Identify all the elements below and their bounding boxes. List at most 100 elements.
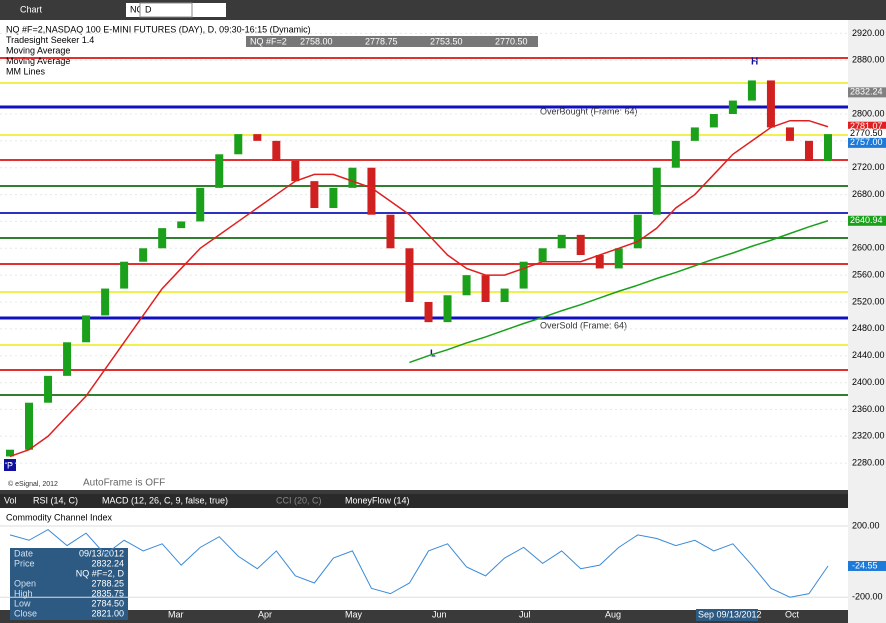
y-tick-label: 2880.00 [852, 55, 885, 65]
candle [82, 315, 91, 343]
cci-current: -24.55 [852, 560, 878, 570]
tab[interactable]: MoneyFlow (14) [345, 495, 410, 505]
candle [329, 187, 338, 208]
p-marker: P [7, 460, 13, 470]
legend-item: MM Lines [6, 66, 46, 76]
candle [25, 402, 34, 450]
candle [196, 187, 205, 222]
candle [443, 295, 452, 323]
candle [462, 275, 471, 296]
candle [234, 134, 243, 155]
high-marker: H [751, 57, 758, 68]
candle [652, 167, 661, 215]
dw-key: Close [14, 608, 37, 618]
dw-key: Low [14, 598, 31, 608]
month-label: Jul [519, 609, 531, 619]
price-label: 2781.07 [850, 121, 883, 131]
y-tick-label: 2480.00 [852, 323, 885, 333]
month-label: Mar [168, 609, 184, 619]
candle [519, 261, 528, 289]
candle [253, 134, 262, 141]
y-tick-label: 2360.00 [852, 404, 885, 414]
candle [63, 342, 72, 376]
candle [671, 140, 680, 168]
candle [576, 234, 585, 255]
tabs: Vol RSI (14, C) MACD (12, 26, C, 9, false,… [4, 495, 410, 505]
candle [291, 161, 300, 182]
candle [481, 275, 490, 302]
interval[interactable]: D [145, 4, 152, 14]
candle [614, 248, 623, 269]
dw-value: NQ #F=2, D [76, 568, 125, 578]
legend-item: Moving Average [6, 45, 70, 55]
price-label-bg [848, 121, 886, 132]
y-tick-label: 2320.00 [852, 431, 885, 441]
price-label-bg [848, 215, 886, 226]
dw-value: 2835.75 [91, 588, 124, 598]
tab[interactable]: CCI (20, C) [276, 495, 322, 505]
oversold-label: OverSold (Frame: 64) [540, 320, 627, 330]
candle [310, 181, 319, 208]
dw-key: High [14, 588, 33, 598]
price-pane [0, 20, 848, 490]
y-tick-label: 2920.00 [852, 28, 885, 38]
tab[interactable]: RSI (14, C) [33, 495, 78, 505]
y-tick-label: 2720.00 [852, 162, 885, 172]
month-label: Apr [258, 609, 272, 619]
dw-value: 09/13/2012 [79, 548, 124, 558]
price-label-bg [848, 128, 886, 139]
p-marker-box [4, 459, 16, 471]
dw-value: 2832.24 [91, 558, 124, 568]
candle [215, 154, 224, 188]
cci-tick-label: -200.00 [852, 592, 883, 602]
overbought-label: OverBought (Frame: 64) [540, 106, 638, 116]
candle [500, 288, 509, 302]
price-label-bg [848, 137, 886, 148]
tab[interactable]: Vol [4, 495, 17, 505]
dw-key: Price [14, 558, 35, 568]
legend-item: NQ #F=2,NASDAQ 100 E-MINI FUTURES (DAY),… [6, 24, 311, 34]
copyright: © eSignal, 2012 [8, 480, 58, 488]
quote-value: 2753.50 [430, 36, 463, 46]
y-tick-label: 2600.00 [852, 243, 885, 253]
dw-key: Date [14, 548, 33, 558]
candle [728, 100, 737, 114]
month-label: Oct [785, 609, 800, 619]
candle [367, 167, 376, 215]
y-tick-label: 2800.00 [852, 108, 885, 118]
candle [272, 140, 281, 161]
quote-symbol: NQ #F=2 [250, 36, 287, 46]
cci-line [9, 528, 829, 598]
candle [177, 221, 186, 229]
tab[interactable]: MACD (12, 26, C, 9, false, true) [102, 495, 228, 505]
candle [386, 214, 395, 249]
cci-tick-label: 200.00 [852, 520, 880, 530]
quote-value: 2758.00 [300, 36, 333, 46]
tab-bar [0, 494, 848, 508]
candle [633, 214, 642, 249]
price-label-bg [848, 87, 886, 98]
price-axis [848, 20, 886, 623]
candle [405, 248, 414, 302]
month-label: Jun [432, 609, 447, 619]
price-label: 2757.00 [850, 137, 883, 147]
autoframe: AutoFrame is OFF [83, 478, 165, 489]
legend-item: Tradesight Seeker 1.4 [6, 35, 94, 45]
dw-key: Open [14, 578, 36, 588]
quote-value: 2770.50 [495, 36, 528, 46]
y-tick-label: 2520.00 [852, 296, 885, 306]
candle [6, 449, 14, 457]
moving-average [409, 220, 829, 364]
price-label: 2770.50 [850, 128, 883, 138]
dw-value: 2788.25 [91, 578, 124, 588]
cursor-date: Sep 09/13/2012 [698, 609, 762, 619]
candle [348, 167, 357, 188]
data-window [10, 548, 128, 620]
candle [766, 80, 775, 128]
cci-title: Commodity Channel Index [6, 512, 113, 522]
candle [747, 80, 756, 101]
interval-box[interactable] [139, 2, 193, 18]
candle [44, 375, 53, 403]
cci-current-bg [848, 560, 886, 571]
